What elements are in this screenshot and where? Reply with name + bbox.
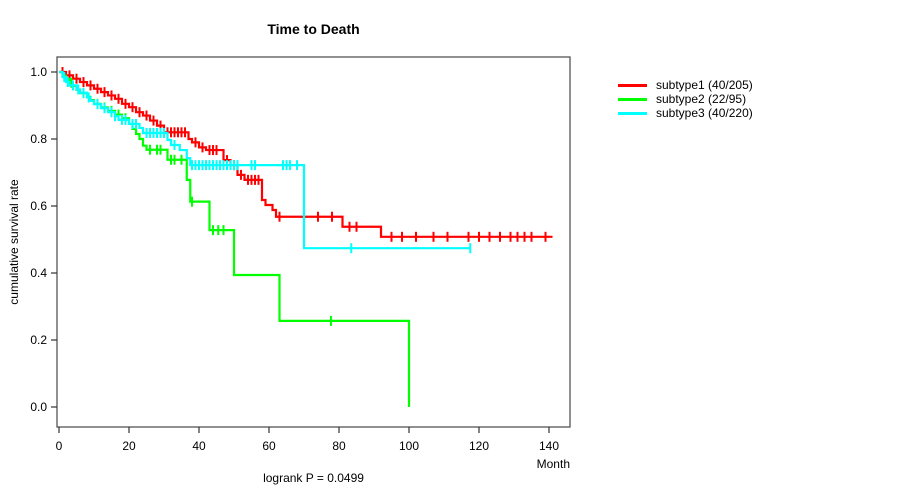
legend-label-subtype2: subtype2 (22/95)	[656, 92, 747, 106]
logrank-annotation: logrank P = 0.0499	[263, 471, 364, 485]
y-axis-label: cumulative survival rate	[7, 179, 21, 305]
svg-text:120: 120	[469, 439, 489, 453]
subtype2-line-swatch	[618, 97, 647, 101]
svg-text:0.6: 0.6	[30, 199, 47, 213]
legend-label-subtype3: subtype3 (40/220)	[656, 106, 753, 120]
subtype1-line-swatch	[618, 83, 647, 87]
svg-text:0.4: 0.4	[30, 266, 47, 280]
legend-item-subtype2: subtype2 (22/95)	[618, 92, 753, 106]
svg-text:0: 0	[56, 439, 63, 453]
svg-text:40: 40	[192, 439, 206, 453]
legend-label-subtype1: subtype1 (40/205)	[656, 78, 753, 92]
svg-text:0.0: 0.0	[30, 400, 47, 414]
svg-text:60: 60	[262, 439, 276, 453]
svg-text:80: 80	[332, 439, 346, 453]
legend-item-subtype1: subtype1 (40/205)	[618, 78, 753, 92]
svg-text:100: 100	[399, 439, 419, 453]
svg-text:0.2: 0.2	[30, 333, 47, 347]
legend-item-subtype3: subtype3 (40/220)	[618, 106, 753, 120]
subtype3-line-swatch	[618, 111, 647, 115]
svg-text:1.0: 1.0	[30, 65, 47, 79]
svg-text:0.8: 0.8	[30, 132, 47, 146]
legend: subtype1 (40/205) subtype2 (22/95) subty…	[618, 78, 753, 120]
x-axis-label: Month	[536, 457, 570, 471]
svg-text:140: 140	[539, 439, 559, 453]
chart-title: Time to Death	[267, 21, 360, 37]
svg-text:20: 20	[122, 439, 136, 453]
